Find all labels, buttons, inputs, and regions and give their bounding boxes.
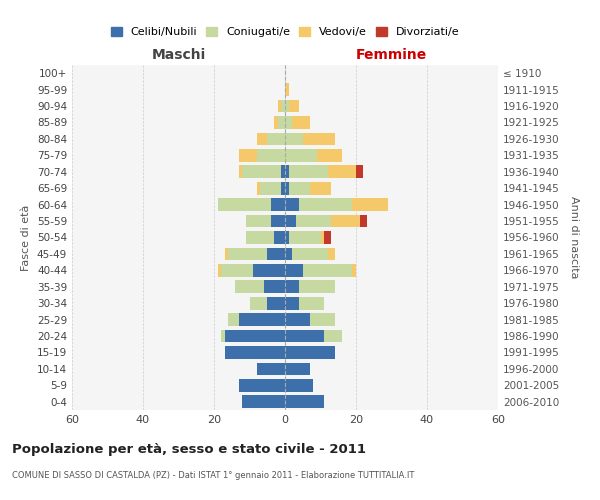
Bar	[285, 116, 292, 129]
Bar	[239, 166, 242, 178]
Bar	[274, 231, 285, 244]
Bar	[242, 396, 285, 408]
Bar	[239, 379, 285, 392]
Bar	[299, 297, 324, 310]
Bar	[289, 166, 328, 178]
Bar	[299, 198, 352, 211]
Bar	[331, 214, 359, 228]
Bar	[271, 198, 285, 211]
Bar	[257, 149, 285, 162]
Bar	[224, 248, 228, 260]
Bar	[285, 264, 303, 277]
Bar	[359, 214, 367, 228]
Bar	[221, 264, 253, 277]
Bar	[310, 313, 335, 326]
Bar	[253, 264, 285, 277]
Bar	[257, 362, 285, 376]
Bar	[285, 379, 313, 392]
Bar	[239, 313, 285, 326]
Bar	[324, 330, 342, 342]
Bar	[228, 313, 239, 326]
Bar	[285, 100, 289, 112]
Bar	[281, 182, 285, 194]
Bar	[285, 313, 310, 326]
Bar	[285, 362, 310, 376]
Bar	[320, 231, 324, 244]
Bar	[257, 132, 267, 145]
Bar	[224, 346, 285, 359]
Bar	[285, 149, 317, 162]
Bar	[260, 182, 281, 194]
Bar	[296, 214, 331, 228]
Bar	[285, 396, 324, 408]
Bar	[328, 248, 335, 260]
Y-axis label: Anni di nascita: Anni di nascita	[569, 196, 579, 279]
Bar	[285, 248, 292, 260]
Text: Femmine: Femmine	[356, 48, 427, 62]
Bar	[303, 264, 352, 277]
Bar	[235, 280, 264, 293]
Bar	[299, 280, 335, 293]
Bar	[218, 264, 221, 277]
Y-axis label: Fasce di età: Fasce di età	[22, 204, 31, 270]
Text: Popolazione per età, sesso e stato civile - 2011: Popolazione per età, sesso e stato civil…	[12, 442, 366, 456]
Bar	[352, 198, 388, 211]
Bar	[285, 280, 299, 293]
Bar	[289, 182, 310, 194]
Bar	[310, 182, 331, 194]
Bar	[285, 198, 299, 211]
Bar	[250, 297, 267, 310]
Bar	[285, 330, 324, 342]
Bar	[264, 280, 285, 293]
Bar	[267, 297, 285, 310]
Bar	[246, 231, 274, 244]
Bar	[257, 182, 260, 194]
Bar	[292, 116, 310, 129]
Bar	[242, 166, 281, 178]
Bar	[285, 231, 289, 244]
Bar	[285, 214, 296, 228]
Bar	[289, 100, 299, 112]
Legend: Celibi/Nubili, Coniugati/e, Vedovi/e, Divorziati/e: Celibi/Nubili, Coniugati/e, Vedovi/e, Di…	[106, 22, 464, 42]
Bar	[317, 149, 342, 162]
Bar	[278, 116, 285, 129]
Bar	[289, 231, 320, 244]
Bar	[285, 182, 289, 194]
Bar	[278, 100, 281, 112]
Bar	[218, 198, 271, 211]
Bar	[285, 83, 289, 96]
Bar	[246, 214, 271, 228]
Bar	[285, 346, 335, 359]
Bar	[328, 166, 356, 178]
Bar	[324, 231, 331, 244]
Bar	[271, 214, 285, 228]
Bar	[356, 166, 363, 178]
Bar	[292, 248, 328, 260]
Bar	[285, 297, 299, 310]
Bar	[281, 100, 285, 112]
Bar	[285, 132, 303, 145]
Bar	[267, 132, 285, 145]
Text: COMUNE DI SASSO DI CASTALDA (PZ) - Dati ISTAT 1° gennaio 2011 - Elaborazione TUT: COMUNE DI SASSO DI CASTALDA (PZ) - Dati …	[12, 471, 415, 480]
Bar	[224, 330, 285, 342]
Bar	[267, 248, 285, 260]
Bar	[228, 248, 267, 260]
Text: Maschi: Maschi	[151, 48, 206, 62]
Bar	[281, 166, 285, 178]
Bar	[274, 116, 278, 129]
Bar	[352, 264, 356, 277]
Bar	[239, 149, 257, 162]
Bar	[221, 330, 224, 342]
Bar	[303, 132, 335, 145]
Bar	[285, 166, 289, 178]
